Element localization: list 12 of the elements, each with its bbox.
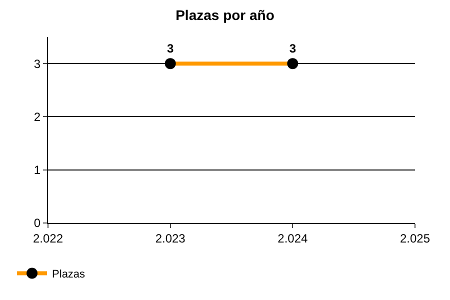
data-label: 3: [166, 42, 174, 56]
x-tick-label: 2.024: [278, 231, 308, 246]
x-tick-label: 2.023: [155, 231, 186, 246]
x-tick-label: 2.025: [400, 231, 430, 246]
y-tick-label: 2: [34, 110, 41, 124]
x-tick-label: 2.022: [32, 231, 64, 246]
y-tick-label: 1: [34, 163, 41, 178]
y-tick-label: 0: [34, 216, 41, 230]
legend-label: Plazas: [52, 268, 86, 281]
data-label: 3: [289, 42, 296, 56]
chart-title: Plazas por año: [176, 6, 274, 23]
y-tick-label: 3: [34, 56, 41, 71]
